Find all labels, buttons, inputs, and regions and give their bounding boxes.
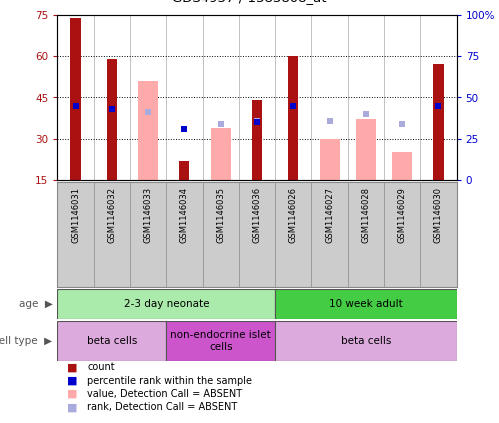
Text: GSM1146029: GSM1146029 [398,187,407,243]
Text: GSM1146031: GSM1146031 [71,187,80,243]
Bar [275,289,457,319]
Bar [107,59,117,180]
Bar [70,18,81,180]
Text: GSM1146034: GSM1146034 [180,187,189,243]
Text: 10 week adult: 10 week adult [329,299,403,309]
Bar [166,321,275,361]
Bar [179,161,190,180]
Bar [252,100,262,180]
Text: ■: ■ [67,389,78,399]
Text: GSM1146030: GSM1146030 [434,187,443,243]
Text: beta cells: beta cells [87,336,137,346]
Text: GDS4937 / 1383808_at: GDS4937 / 1383808_at [172,0,327,4]
Bar [57,289,275,319]
Bar [57,321,166,361]
Text: GSM1146027: GSM1146027 [325,187,334,243]
Text: GSM1146028: GSM1146028 [361,187,370,243]
Text: GSM1146036: GSM1146036 [252,187,261,243]
Bar [211,128,231,180]
Text: value, Detection Call = ABSENT: value, Detection Call = ABSENT [87,389,243,399]
Text: non-endocrine islet
cells: non-endocrine islet cells [170,330,271,352]
Text: GSM1146032: GSM1146032 [107,187,116,243]
Text: GSM1146033: GSM1146033 [144,187,153,243]
Bar [138,81,158,180]
Text: GSM1146026: GSM1146026 [289,187,298,243]
Text: count: count [87,362,115,372]
Text: cell type  ▶: cell type ▶ [0,336,52,346]
Bar [356,120,376,180]
Text: beta cells: beta cells [341,336,391,346]
Text: 2-3 day neonate: 2-3 day neonate [124,299,209,309]
Text: ■: ■ [67,402,78,412]
Text: percentile rank within the sample: percentile rank within the sample [87,376,252,385]
Text: rank, Detection Call = ABSENT: rank, Detection Call = ABSENT [87,402,238,412]
Bar [275,321,457,361]
Text: ■: ■ [67,362,78,372]
Bar [319,139,339,180]
Bar [288,56,298,180]
Text: GSM1146035: GSM1146035 [216,187,225,243]
Text: ■: ■ [67,376,78,385]
Bar [392,153,412,180]
Bar [433,64,444,180]
Text: age  ▶: age ▶ [18,299,52,309]
